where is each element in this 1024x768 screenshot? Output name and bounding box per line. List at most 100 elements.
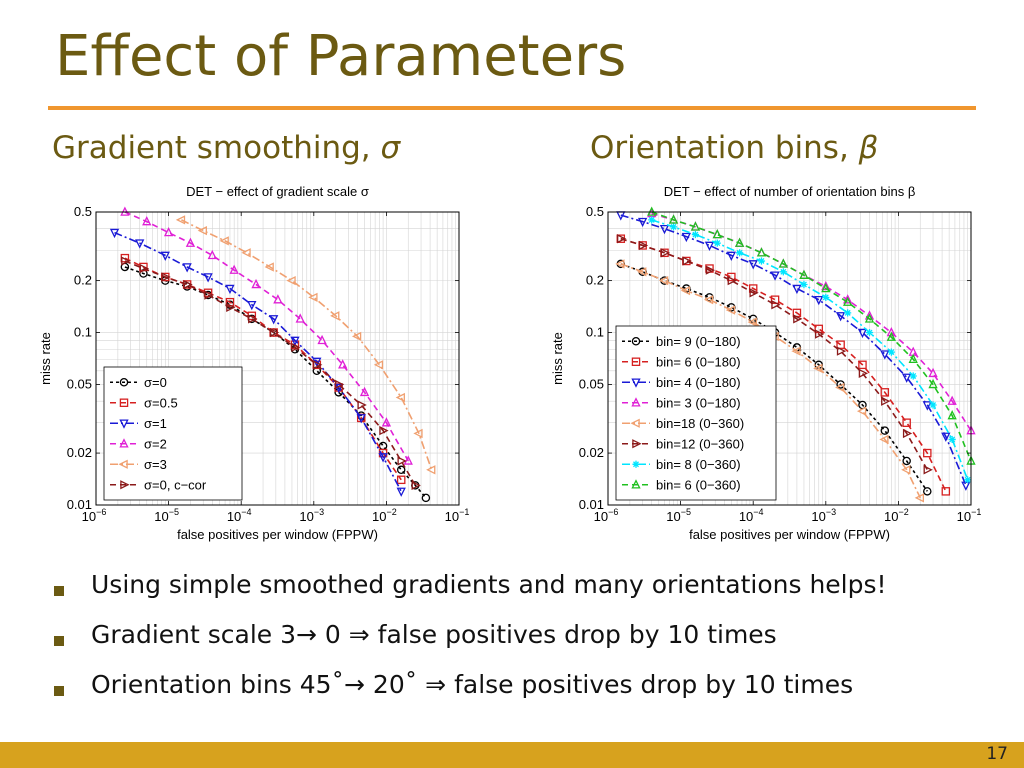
data-point: [251, 278, 261, 289]
data-point: [886, 331, 897, 341]
data-point: [902, 373, 912, 383]
data-point: [880, 350, 890, 360]
series-line: [181, 219, 433, 471]
legend-marker: [631, 357, 641, 366]
data-point: [726, 251, 736, 261]
plot-frame: [607, 211, 972, 506]
data-point: [175, 215, 186, 225]
data-point: [160, 251, 170, 261]
legend-marker: [119, 398, 129, 407]
data-point: [219, 236, 229, 246]
data-point: [248, 314, 258, 324]
bullet-text: Using simple smoothed gradients and many…: [91, 570, 887, 599]
data-point: [704, 241, 715, 251]
x-tick-exponent: −6: [96, 507, 106, 517]
data-point: [397, 456, 407, 466]
data-point: [225, 284, 235, 295]
data-point: [373, 360, 384, 370]
data-point: [691, 230, 700, 239]
x-tick-label: 10−5: [154, 507, 179, 524]
series-6: [648, 216, 972, 484]
data-point: [330, 311, 340, 321]
legend-label: σ=0.5: [144, 395, 178, 410]
data-point: [908, 353, 918, 364]
data-point: [378, 453, 388, 463]
data-point: [648, 216, 656, 224]
data-point: [923, 487, 932, 496]
data-point: [922, 401, 932, 411]
data-point: [421, 493, 431, 503]
legend-label: bin= 6 (0−180): [656, 354, 741, 369]
data-point: [947, 410, 957, 420]
data-point: [203, 273, 213, 283]
x-tick-exponent: −4: [241, 507, 251, 517]
bullet-square-icon: [54, 686, 64, 696]
data-point: [734, 237, 745, 247]
data-point: [135, 239, 145, 249]
data-point: [865, 328, 874, 337]
data-point: [725, 305, 736, 315]
data-point: [909, 372, 917, 380]
data-point: [835, 382, 845, 393]
y-tick-label: 0.02: [67, 445, 92, 460]
legend-marker: [630, 418, 640, 428]
data-point: [964, 476, 972, 484]
data-point: [713, 239, 721, 247]
series-line: [620, 237, 928, 471]
data-point: [163, 227, 174, 237]
legend-marker: [118, 459, 128, 469]
legend-label: bin= 3 (0−180): [656, 395, 741, 410]
det-chart-gradient-scale: 10−6 10−5 10−4 10−3 10−2 10−10.50.20.10.050.0…: [38, 184, 469, 542]
beta-symbol: β: [858, 130, 879, 166]
legend-label: bin=12 (0−360): [656, 436, 744, 451]
data-point: [617, 234, 627, 244]
data-point: [161, 272, 171, 282]
y-tick-label: 0.1: [586, 325, 604, 340]
data-point: [902, 428, 913, 439]
data-point: [395, 392, 405, 403]
x-tick-label: 10−3: [299, 507, 324, 524]
data-point: [770, 271, 780, 281]
series-2: [109, 228, 406, 497]
data-point: [736, 249, 744, 257]
data-point: [756, 247, 767, 257]
data-point: [317, 334, 327, 345]
sigma-symbol: σ: [380, 130, 401, 166]
data-point: [351, 331, 362, 342]
data-point: [690, 221, 701, 231]
y-tick-label: 0.5: [74, 204, 92, 219]
legend-label: σ=1: [144, 416, 167, 431]
data-point: [183, 279, 193, 290]
data-point: [229, 264, 239, 274]
x-tick-exponent: −5: [681, 507, 691, 517]
x-tick-label: 10−4: [739, 507, 764, 524]
x-tick-label: 10−4: [227, 507, 252, 524]
data-point: [779, 268, 787, 276]
page-number: 17: [986, 744, 1008, 764]
data-point: [712, 228, 722, 239]
legend-box: [615, 325, 777, 501]
data-point: [843, 294, 853, 304]
data-point: [928, 378, 938, 389]
det-chart-orientation-bins: 10−6 10−5 10−4 10−3 10−2 10−10.50.20.10.050.0…: [550, 184, 981, 542]
data-point: [835, 312, 846, 322]
data-point: [682, 256, 692, 266]
data-point: [659, 224, 670, 235]
data-point: [836, 346, 847, 356]
legend: bin= 9 (0−180) bin= 6 (0−180) bin= 4 (0−18…: [615, 325, 777, 501]
data-point: [247, 300, 257, 311]
title-divider: [48, 106, 976, 110]
data-point: [902, 456, 911, 466]
bullet-text: Orientation bins 45˚→ 20˚ ⇒ false positi…: [91, 670, 854, 699]
data-point: [413, 428, 423, 439]
y-tick-label: 0.02: [579, 445, 604, 460]
data-point: [291, 342, 301, 353]
data-point: [356, 414, 366, 424]
data-point: [844, 309, 852, 317]
x-tick-exponent: −3: [314, 507, 324, 517]
data-point: [396, 475, 406, 485]
data-point: [881, 396, 891, 406]
y-tick-label: 0.05: [67, 376, 92, 391]
data-point: [886, 326, 897, 337]
